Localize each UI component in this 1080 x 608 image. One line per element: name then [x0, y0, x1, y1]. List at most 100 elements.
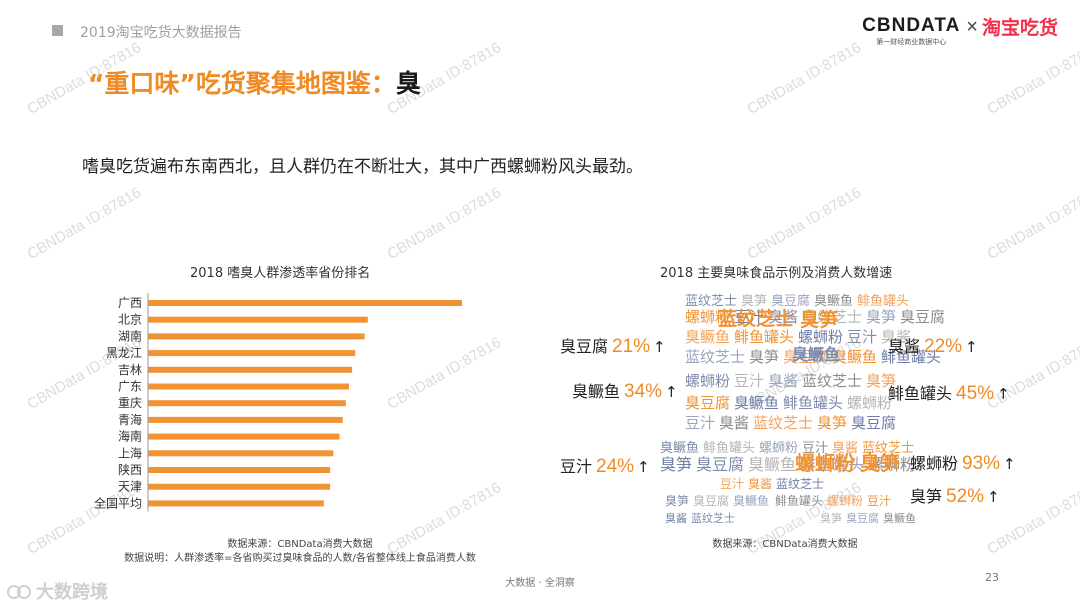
food-name: 臭鳜鱼 [572, 382, 621, 401]
bar-category-label: 广西 [118, 296, 142, 310]
bar-chart-note: 数据说明：人群渗透率=各省购买过臭味食品的人数/各省整体线上食品消费人数 [124, 553, 476, 564]
food-growth: 93% [962, 453, 1001, 474]
bar [148, 316, 368, 323]
food-item-chou-jiang: 臭酱 22% ↑ [888, 333, 978, 358]
food-chart-title: 2018 主要臭味食品示例及消费人数增速 [660, 266, 893, 281]
wordcloud-word: 蓝纹芝士 [802, 372, 862, 390]
wordcloud-word: 豆汁 [802, 441, 828, 456]
food-name: 螺蛳粉 [910, 454, 959, 473]
wordcloud-word: 鲱鱼罐头 [703, 440, 755, 456]
wordcloud-word: 螺蛳粉 [685, 372, 730, 390]
footer-tagline: 大数据 · 全洞察 [505, 578, 575, 589]
page-title: “重口味”吃货聚集地图鉴：臭 [88, 64, 421, 100]
wordcloud-word: 螺蛳粉 [827, 494, 863, 508]
times-icon: × [966, 16, 978, 38]
wordcloud-word: 臭笋 [660, 455, 692, 474]
cbndata-tagline: 第一财经商业数据中心 [876, 38, 947, 46]
bar-category-label: 黑龙江 [106, 346, 142, 360]
wordcloud-word: 臭鳜鱼 [832, 348, 877, 366]
food-name: 臭笋 [910, 487, 943, 506]
wordcloud-word: 臭笋 [665, 493, 689, 508]
wordcloud-word: 蓝纹芝士 [862, 440, 914, 456]
page-title-prefix: “重口味”吃货聚集地图鉴： [88, 69, 396, 98]
wordcloud-word: 臭豆腐 [693, 493, 729, 508]
wordcloud-word: 臭鳜鱼 [660, 440, 699, 456]
food-name: 豆汁 [560, 457, 593, 476]
wordcloud-word: 臭豆腐 [771, 294, 810, 309]
cbndata-name: CBNDATA [862, 15, 961, 36]
food-growth: 21% [612, 336, 651, 357]
bar-category-label: 天津 [118, 480, 142, 494]
food-item-douzhi: 豆汁 24% ↑ [560, 453, 650, 478]
wordcloud-word: 螺蛳粉 [798, 328, 843, 346]
wordcloud-word: 臭鳜鱼 [883, 511, 916, 525]
wordcloud-word: 臭鳜鱼 [733, 493, 769, 508]
bar-chart-source-text: 数据来源：CBNData消费大数据 [227, 539, 373, 550]
food-item-herring-can: 鲱鱼罐头 45% ↑ [888, 380, 1010, 405]
wordcloud-word: 臭鳜鱼 [685, 328, 730, 346]
bar [148, 433, 340, 440]
wordcloud-highlight-word: 臭笋 [800, 308, 838, 331]
wordcloud-word: 豆汁 [685, 414, 715, 432]
bar [148, 400, 346, 407]
footer-logo: 大数跨境 [6, 578, 108, 604]
wordcloud-word: 臭豆腐 [851, 414, 896, 432]
up-arrow-icon: ↑ [997, 385, 1010, 403]
bar-chart-title: 2018 嗜臭人群渗透率省份排名 [190, 266, 371, 281]
brand-logos: CBNDATA 第一财经商业数据中心 × 淘宝吃货 [862, 16, 1058, 47]
bar-category-label: 湖南 [118, 328, 142, 343]
wordcloud-word: 臭鳜鱼 [748, 455, 796, 474]
wordcloud-word: 臭酱 [881, 328, 911, 346]
wordcloud-word: 臭豆腐 [783, 348, 828, 366]
wordcloud-word: 臭酱 [748, 476, 772, 491]
wordcloud-word: 臭豆腐 [685, 394, 730, 412]
wordcloud-word: 豆汁 [720, 477, 744, 491]
bar [148, 300, 462, 306]
food-growth: 45% [956, 383, 995, 404]
page-title-keyword: 臭 [395, 69, 421, 98]
bar-category-label: 青海 [118, 412, 142, 427]
food-item-chou-doufu: 臭豆腐 21% ↑ [560, 333, 666, 358]
cbndata-logo: CBNDATA 第一财经商业数据中心 [862, 16, 960, 47]
bar-category-label: 广东 [118, 380, 142, 394]
bar-category-label: 北京 [118, 313, 142, 327]
bar-chart-source: 数据来源：CBNData消费大数据 数据说明：人群渗透率=各省购买过臭味食品的人… [90, 538, 510, 566]
wordcloud-word: 蓝纹芝士 [685, 293, 737, 309]
wordcloud-word: 鲱鱼罐头 [734, 328, 794, 346]
bar [148, 350, 356, 357]
wordcloud-word: 臭笋 [749, 348, 779, 366]
wordcloud-word: 臭酱 [665, 511, 687, 525]
wordcloud-word: 臭酱 [768, 308, 798, 326]
wordcloud-word: 蓝纹芝士 [776, 476, 824, 491]
up-arrow-icon: ↑ [653, 338, 666, 356]
bar [148, 450, 334, 457]
bar [148, 467, 331, 473]
food-name: 臭豆腐 [560, 337, 609, 356]
bar-category-label: 海南 [118, 429, 142, 444]
bar-category-label: 陕西 [118, 462, 142, 477]
title-marker [52, 25, 63, 36]
up-arrow-icon: ↑ [665, 383, 678, 401]
wordcloud-word: 臭笋 [817, 414, 847, 432]
food-name: 臭酱 [888, 337, 921, 356]
wordcloud-word: 鲱鱼罐头 [857, 293, 909, 309]
bar [148, 416, 343, 423]
food-growth: 34% [624, 381, 663, 402]
wordcloud-word: 臭豆腐 [696, 455, 744, 474]
wordcloud-highlight-word: 臭鳜鱼 [792, 345, 840, 364]
up-arrow-icon: ↑ [1003, 455, 1016, 473]
wordcloud-highlight-word: 螺蛳粉 [795, 451, 855, 475]
wordcloud-word: 螺蛳粉 [759, 441, 798, 456]
wordcloud-word: 臭酱 [768, 372, 798, 390]
wordcloud-word: 臭笋 [741, 293, 767, 309]
up-arrow-icon: ↑ [987, 488, 1000, 506]
page-number: 23 [985, 571, 999, 584]
bar [148, 333, 365, 340]
wordcloud-word: 鲱鱼罐头 [775, 494, 823, 508]
wordcloud-word: 蓝纹芝士 [753, 414, 813, 432]
dashuju-logo-icon [7, 585, 31, 599]
wordcloud-word: 蓝纹芝士 [685, 348, 745, 366]
food-item-chou-sun: 臭笋 52% ↑ [910, 483, 1000, 508]
